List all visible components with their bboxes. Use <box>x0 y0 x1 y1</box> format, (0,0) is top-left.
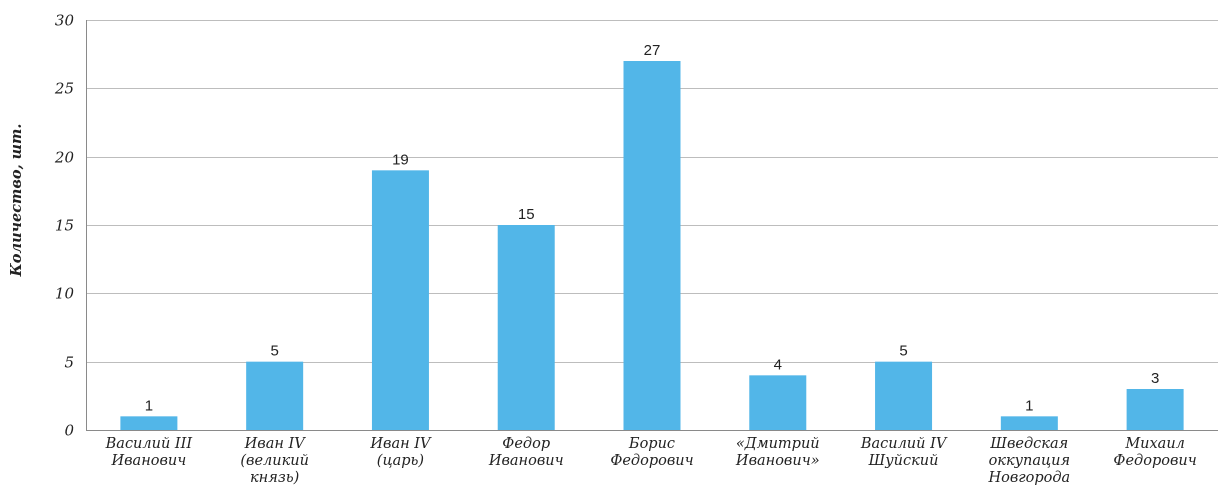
bar <box>623 61 681 430</box>
x-category-label-line: Борис <box>628 436 675 452</box>
x-category-label-line: «Дмитрий <box>736 436 820 452</box>
bar <box>497 225 555 430</box>
x-category-label-line: Иванович» <box>735 453 820 469</box>
y-tick-label: 0 <box>64 422 74 440</box>
x-category-label-line: Василий IV <box>860 436 948 452</box>
x-category-label-line: (царь) <box>377 453 424 469</box>
y-tick-label: 25 <box>54 80 74 98</box>
bar <box>875 361 933 430</box>
data-label: 3 <box>1151 370 1159 387</box>
bar <box>371 170 429 431</box>
data-label: 27 <box>644 42 661 59</box>
x-category-label: Иван IV (царь) <box>369 436 432 469</box>
bar <box>749 375 807 430</box>
y-axis-label: Количество, шт. <box>8 124 25 278</box>
x-category-label-line: оккупация <box>989 453 1071 469</box>
data-label: 5 <box>899 343 907 360</box>
bar <box>246 361 304 430</box>
data-label: 4 <box>774 356 782 373</box>
x-category-label-line: Иванович <box>488 453 564 469</box>
x-category-label: Федор Иванович <box>488 436 564 469</box>
x-category-label: Василий IV Шуйский <box>860 436 948 469</box>
x-category-label-line: Шуйский <box>868 453 939 469</box>
data-label: 19 <box>392 151 409 168</box>
y-tick-label: 20 <box>54 149 75 167</box>
x-category-label: Михаил Федорович <box>1113 436 1196 469</box>
x-category-label-line: (великий <box>240 453 309 469</box>
y-tick-label: 5 <box>64 354 74 372</box>
x-category-label: «Дмитрий Иванович» <box>735 436 820 469</box>
x-category-label-line: Федор <box>502 436 550 452</box>
x-category-label-line: Михаил <box>1124 436 1185 452</box>
y-tick-label: 10 <box>55 285 75 303</box>
bar <box>120 416 178 430</box>
x-category-label-line: Иванович <box>110 453 186 469</box>
x-category-label-line: Федорович <box>1113 453 1196 469</box>
x-category-label: Борис Федорович <box>610 436 693 469</box>
data-label: 15 <box>518 206 535 223</box>
y-tick-labels: 0 5 10 15 20 25 30 <box>54 12 75 440</box>
x-category-label-line: Иван IV <box>369 436 432 452</box>
x-category-label-line: князь) <box>250 470 299 486</box>
bar <box>1126 389 1184 430</box>
x-category-label-line: Новгорода <box>987 470 1070 486</box>
y-tick-label: 30 <box>55 12 75 30</box>
x-category-label-line: Василий III <box>105 436 193 452</box>
x-category-label: Иван IV (великий князь) <box>240 436 309 486</box>
x-category-label-line: Иван IV <box>244 436 307 452</box>
x-category-label: Шведская оккупация Новгорода <box>987 436 1070 486</box>
data-label: 1 <box>145 397 153 414</box>
bar <box>1000 416 1058 430</box>
x-category-label-line: Федорович <box>610 453 693 469</box>
x-category-label-line: Шведская <box>989 436 1068 452</box>
data-label: 1 <box>1025 397 1033 414</box>
data-label: 5 <box>270 343 278 360</box>
y-tick-label: 15 <box>55 217 74 235</box>
x-category-label: Василий III Иванович <box>105 436 193 469</box>
bars <box>120 61 1184 431</box>
